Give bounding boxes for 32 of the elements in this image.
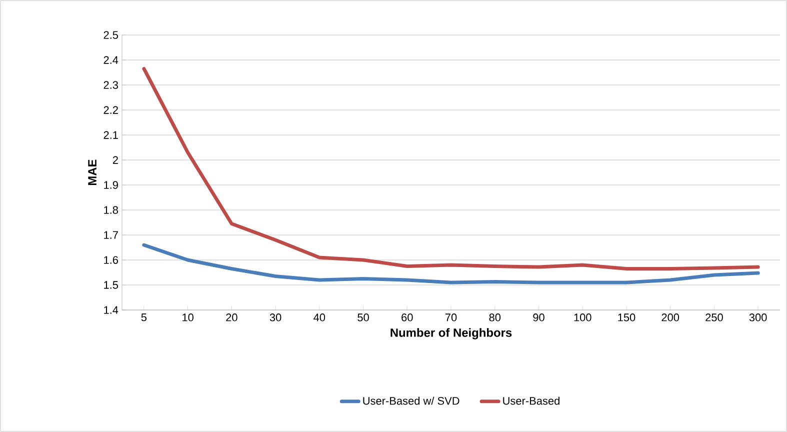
y-tick-label: 1.8 <box>104 206 118 214</box>
y-tick-label: 1.7 <box>104 231 118 239</box>
x-tick-label: 100 <box>574 314 592 322</box>
y-tick-label: 2.5 <box>104 31 118 39</box>
x-tick-label: 50 <box>358 314 369 322</box>
x-tick-label: 5 <box>141 314 147 322</box>
x-tick-label: 10 <box>182 314 194 322</box>
legend-label: User-Based <box>503 396 560 405</box>
x-tick-label: 20 <box>226 314 238 322</box>
x-tick-label: 60 <box>402 314 413 322</box>
legend-label: User-Based w/ SVD <box>363 396 460 405</box>
y-tick-label: 1.5 <box>104 281 118 289</box>
y-tick-label: 1.4 <box>104 306 118 314</box>
line-series <box>142 66 760 270</box>
x-tick-label: 150 <box>618 314 636 322</box>
x-tick-label: 40 <box>314 314 326 322</box>
x-tick-label: 70 <box>445 314 457 322</box>
y-tick-label: 2.2 <box>104 106 118 114</box>
x-axis-title: Number of Neighbors <box>390 328 512 340</box>
y-tick-label: 2 <box>112 156 118 164</box>
y-tick-label: 1.6 <box>104 256 118 264</box>
y-tick-label: 2.1 <box>104 131 118 139</box>
x-tick-label: 250 <box>706 314 723 322</box>
y-tick-label: 2.3 <box>104 81 118 89</box>
x-tick-label: 80 <box>489 314 501 322</box>
x-tick-label: 300 <box>749 314 767 322</box>
y-tick-label: 2.4 <box>104 56 118 64</box>
y-axis-title: MAE <box>88 160 96 185</box>
x-tick-label: 30 <box>270 314 282 322</box>
x-tick-label: 90 <box>533 314 544 322</box>
x-tick-label: 200 <box>662 314 680 322</box>
y-tick-label: 1.9 <box>104 181 118 189</box>
